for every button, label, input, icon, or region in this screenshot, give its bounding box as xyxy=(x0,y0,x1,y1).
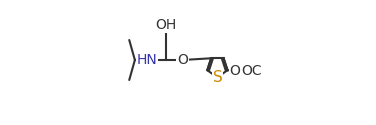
Text: O: O xyxy=(229,64,240,78)
Text: OC: OC xyxy=(241,64,262,78)
Text: S: S xyxy=(212,70,222,85)
Text: O: O xyxy=(177,53,188,67)
Text: OH: OH xyxy=(156,18,177,32)
Text: HN: HN xyxy=(137,53,158,67)
